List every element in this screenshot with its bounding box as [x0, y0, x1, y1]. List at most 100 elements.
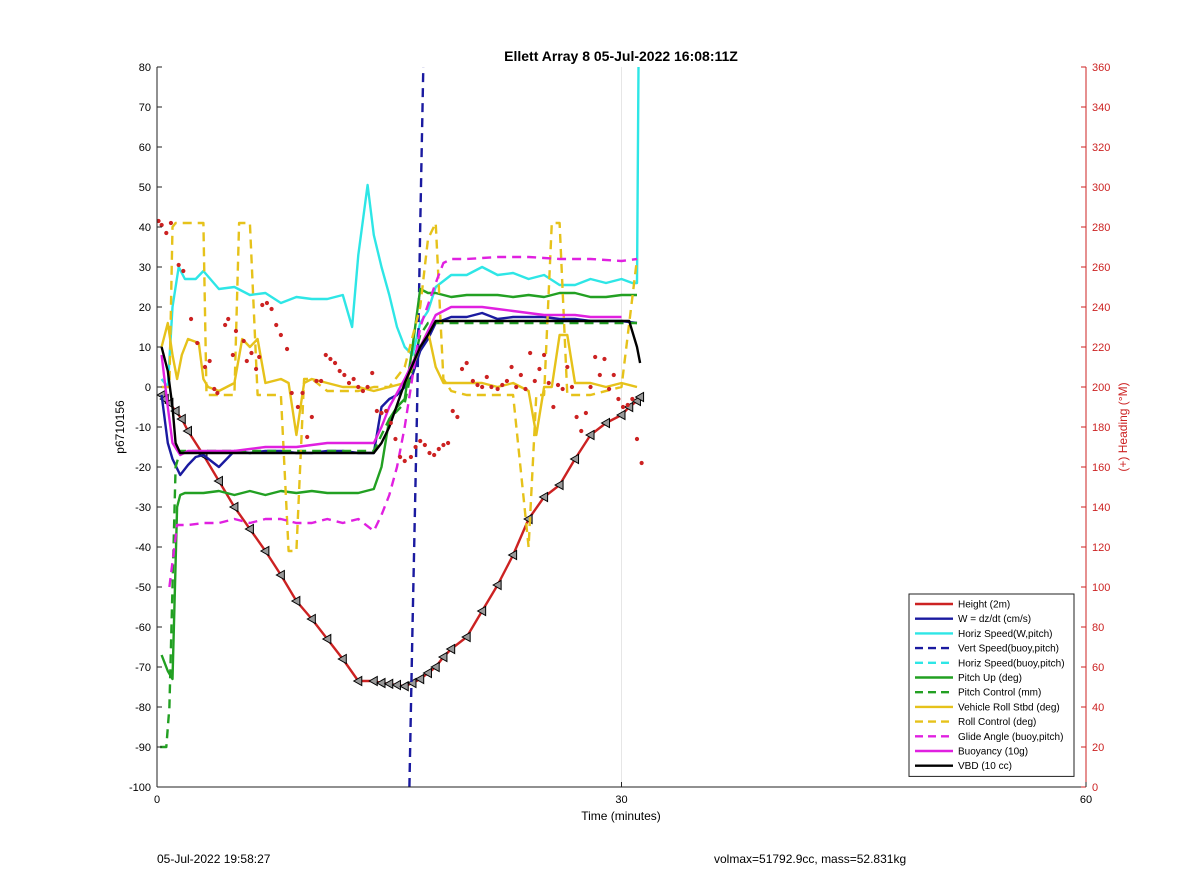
heading-point: [518, 372, 523, 378]
heading-point: [579, 428, 584, 434]
legend-label: W = dz/dt (cm/s): [958, 614, 1031, 625]
heading-point: [233, 328, 239, 334]
heading-point: [309, 414, 314, 420]
y-tick-label: 10: [139, 342, 151, 354]
heading-point: [195, 340, 200, 346]
heading-point: [342, 372, 347, 378]
heading-point: [278, 332, 283, 338]
heading-point: [223, 322, 228, 328]
heading-point: [427, 450, 432, 456]
heading-point: [337, 368, 342, 374]
heading-point: [484, 374, 489, 380]
heading-point: [370, 370, 375, 376]
heading-point: [555, 382, 561, 388]
y-tick-label: -90: [135, 742, 151, 754]
y-tick-label: 70: [139, 102, 151, 114]
heading-point: [319, 378, 324, 384]
heading-point: [207, 358, 212, 364]
height-marker: [554, 479, 564, 491]
heading-point: [365, 384, 370, 390]
heading-point: [541, 352, 547, 358]
heading-point: [249, 350, 254, 356]
height-marker: [585, 429, 595, 441]
heading-point: [616, 396, 621, 402]
heading-point: [332, 360, 338, 366]
y-tick-label: -30: [135, 502, 151, 514]
heading-point: [168, 220, 174, 226]
height-marker: [228, 501, 239, 513]
legend-box: [908, 593, 1075, 777]
heading-point: [230, 352, 235, 358]
height-marker: [430, 661, 440, 673]
plot-area: [156, 66, 645, 788]
y2-tick-label: 260: [1092, 262, 1110, 274]
heading-point: [551, 404, 556, 410]
heading-point: [159, 222, 164, 228]
heading-point: [164, 230, 169, 236]
heading-point: [459, 366, 465, 372]
y2-tick-label: 360: [1092, 62, 1110, 74]
y2-tick-label: 120: [1092, 542, 1110, 554]
height-marker: [375, 677, 386, 689]
x-axis-label: Time (minutes): [581, 809, 661, 823]
y-tick-label: -80: [135, 702, 151, 714]
y2-tick-label: 280: [1092, 222, 1110, 234]
height-marker: [569, 453, 580, 465]
height-marker: [538, 491, 549, 503]
heading-point: [323, 352, 328, 358]
heading-point: [264, 300, 270, 306]
heading-point: [346, 380, 352, 386]
heading-point: [408, 454, 414, 460]
y-tick-label: 60: [139, 142, 151, 154]
heading-point: [351, 376, 356, 382]
height-marker: [368, 675, 378, 687]
heading-point: [489, 384, 494, 390]
height-marker: [306, 613, 316, 625]
chart-title: Ellett Array 8 05-Jul-2022 16:08:11Z: [504, 48, 738, 64]
heading-point: [305, 434, 310, 440]
heading-point: [455, 414, 460, 420]
heading-point: [289, 390, 294, 396]
y2-tick-label: 320: [1092, 142, 1110, 154]
heading-point: [360, 388, 366, 394]
height-marker: [244, 523, 254, 535]
legend-label: Horiz Speed(W,pitch): [958, 629, 1052, 640]
height-marker: [399, 680, 409, 692]
x-tick-label: 0: [154, 794, 160, 806]
y-tick-label: 30: [139, 262, 151, 274]
heading-point: [630, 396, 635, 402]
legend-label: Roll Control (deg): [958, 717, 1036, 728]
heading-point: [397, 454, 403, 460]
series-line: [168, 255, 638, 588]
heading-point: [241, 338, 246, 344]
y2-tick-label: 40: [1092, 702, 1104, 714]
heading-point: [464, 360, 469, 366]
y-axis-label: p6710156: [113, 400, 127, 454]
heading-point: [634, 436, 640, 442]
heading-point: [176, 262, 181, 268]
y-tick-label: 50: [139, 182, 151, 194]
height-marker: [634, 391, 645, 403]
heading-point: [257, 354, 262, 360]
heading-point: [374, 408, 379, 414]
y-tick-label: 80: [139, 62, 151, 74]
legend-label: Vert Speed(buoy,pitch): [958, 644, 1059, 655]
axes: -100-90-80-70-60-50-40-30-20-10010203040…: [129, 62, 1110, 806]
height-marker: [492, 579, 502, 591]
legend-label: Vehicle Roll Stbd (deg): [958, 702, 1060, 713]
heading-point: [284, 346, 290, 352]
y2-tick-label: 0: [1092, 782, 1098, 794]
heading-point: [188, 316, 194, 322]
legend-label: Glide Angle (buoy,pitch): [958, 732, 1063, 743]
y2-tick-label: 140: [1092, 502, 1110, 514]
heading-point: [388, 420, 393, 426]
heading-point: [532, 378, 537, 384]
heading-point: [450, 408, 455, 414]
legend: Height (2m) W = dz/dt (cm/s) Horiz Speed(W…: [908, 593, 1075, 777]
height-marker: [391, 679, 401, 691]
heading-point: [300, 390, 305, 396]
height-marker: [182, 425, 192, 437]
heading-point: [393, 436, 398, 442]
height-marker: [422, 667, 432, 679]
